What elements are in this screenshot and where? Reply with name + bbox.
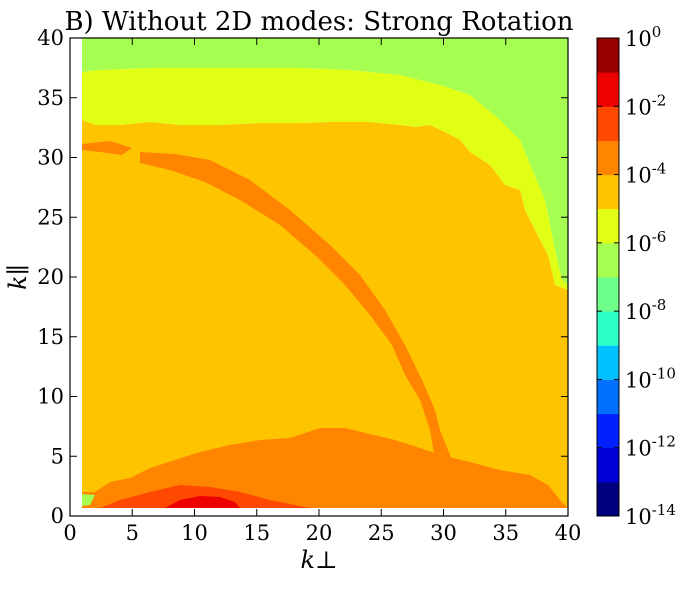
colorbar-segment: [597, 174, 619, 210]
colorbar: 100 10-2 10-4 10-6 10-8 10-10 10-12 10-14: [596, 23, 676, 529]
y-tick-label: 10: [37, 385, 64, 409]
x-tick-label: 30: [430, 521, 457, 545]
colorbar-tick-label: 10-2: [625, 91, 666, 119]
colorbar-tick-label: 10-10: [625, 364, 676, 392]
contour-region-yellow: [82, 68, 568, 290]
colorbar-segment: [597, 345, 619, 380]
colorbar-tick-label: 10-6: [625, 228, 666, 256]
contour-region-red: [165, 496, 240, 508]
colorbar-segment: [597, 106, 619, 141]
x-tick-label: 35: [492, 521, 519, 545]
x-tick-label: 10: [181, 521, 208, 545]
colorbar-segment: [597, 447, 619, 483]
x-tick-label: 25: [368, 521, 395, 545]
contour-fill: [82, 38, 568, 508]
colorbar-segment: [597, 311, 619, 346]
x-tick-label: 5: [126, 521, 139, 545]
x-tick-label: 20: [306, 521, 333, 545]
y-tick-label: 5: [51, 444, 64, 468]
colorbar-tick-label: 10-14: [625, 501, 676, 529]
contour-region-orange-arc: [82, 141, 452, 460]
contour-region-amber: [82, 120, 568, 508]
colorbar-segment: [597, 242, 619, 278]
y-tick-label: 35: [37, 86, 64, 110]
x-tick-label: 40: [555, 521, 582, 545]
colorbar-segment: [597, 38, 619, 73]
colorbar-segment: [597, 481, 619, 517]
y-tick-label: 20: [37, 265, 64, 289]
colorbar-tick-label: 10-8: [625, 296, 666, 324]
colorbar-segment: [597, 72, 619, 107]
chart-title: B) Without 2D modes: Strong Rotation: [64, 7, 573, 37]
colorbar-tick-label: 10-4: [625, 160, 666, 188]
y-tick-label: 40: [37, 26, 64, 50]
colorbar-frame: [596, 37, 620, 517]
x-tick-label: 0: [63, 521, 76, 545]
colorbar-segment: [597, 413, 619, 449]
colorbar-segment: [597, 379, 619, 415]
axis-ticks: 0 5 10 15 20 25 30 35 40 0 5 10 15 20 25 30 35 40: [37, 26, 581, 545]
contour-region-green-small: [82, 494, 95, 506]
colorbar-segment: [597, 277, 619, 312]
y-tick-label: 0: [51, 504, 64, 528]
colorbar-tick-label: 10-12: [625, 433, 676, 461]
y-tick-label: 25: [37, 205, 64, 229]
colorbar-segment: [597, 208, 619, 244]
x-axis-label: k⊥: [300, 546, 337, 574]
y-tick-label: 15: [37, 325, 64, 349]
y-tick-label: 30: [37, 146, 64, 170]
y-axis-label: k∥: [4, 264, 32, 290]
x-tick-label: 15: [243, 521, 270, 545]
contour-region-green: [82, 38, 568, 285]
colorbar-segment: [597, 140, 619, 176]
colorbar-tick-label: 100: [625, 23, 661, 51]
